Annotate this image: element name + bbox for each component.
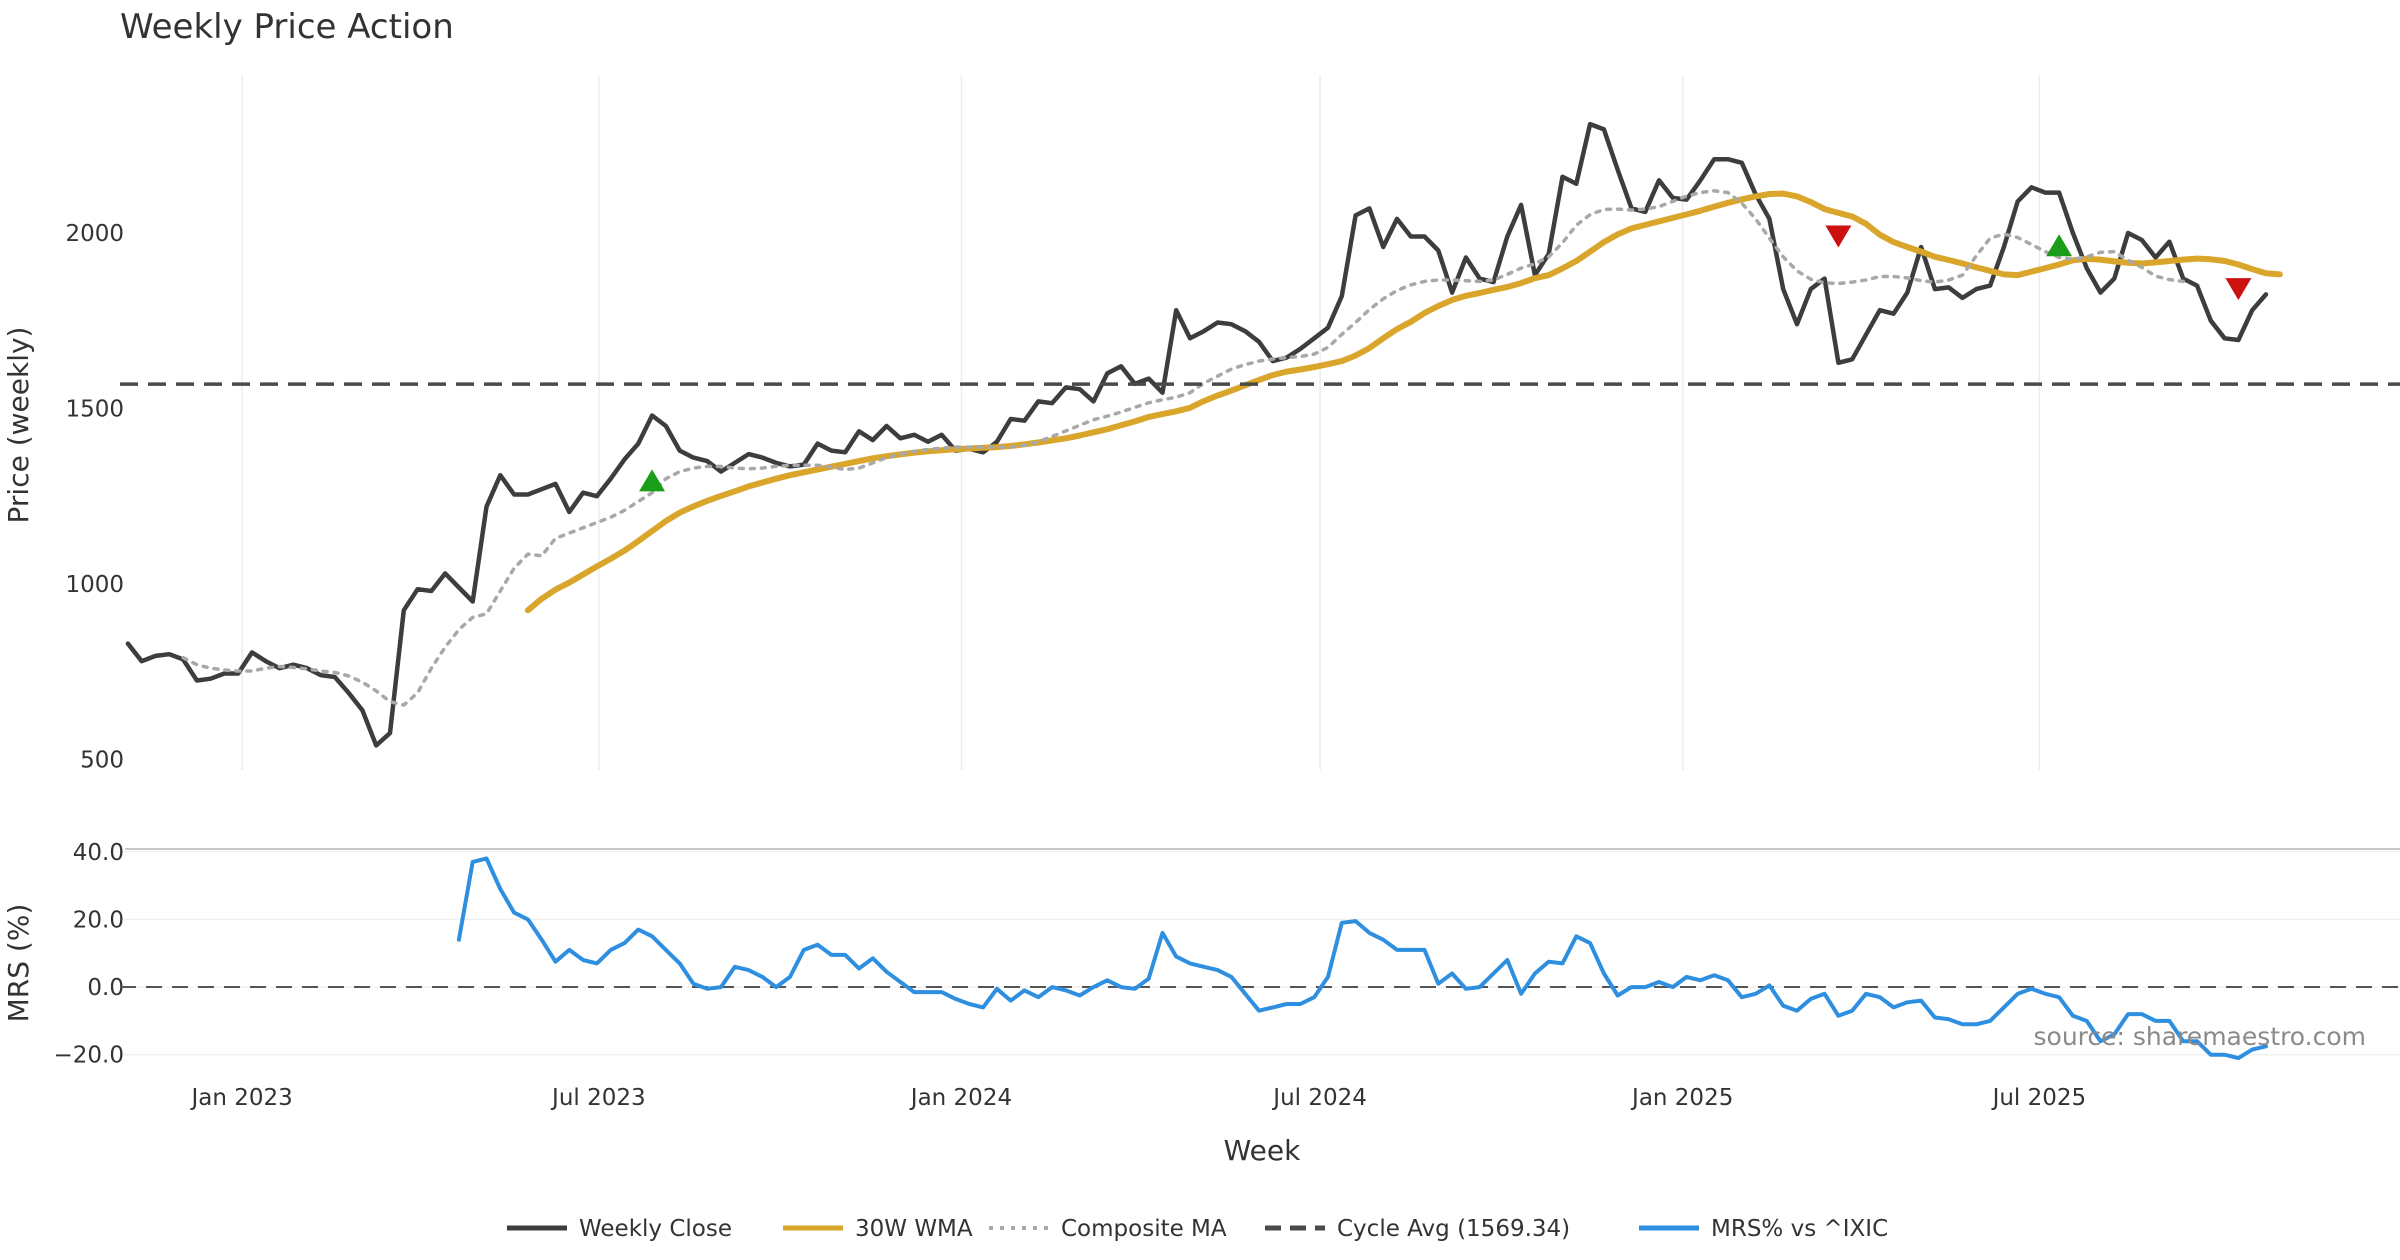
mrs-y-tick-label: 0.0: [87, 975, 124, 1001]
mrs-series-layer: [120, 856, 2400, 1061]
x-tick-label: Jan 2023: [190, 1085, 293, 1111]
buy-signal-marker: [639, 469, 666, 492]
mrs-y-tick-label: 40.0: [73, 840, 124, 866]
legend-label: Weekly Close: [579, 1216, 732, 1242]
legend-label: Cycle Avg (1569.34): [1337, 1216, 1570, 1242]
signal-markers: [639, 225, 2252, 492]
mrs-y-tick-label: 20.0: [73, 907, 124, 933]
series-30w-wma: [524, 190, 2283, 614]
legend: Weekly Close 30W WMA Composite MA Cycle Avg…: [507, 1216, 1888, 1242]
x-tick-label: Jul 2023: [550, 1085, 646, 1111]
x-tick-label: Jan 2024: [909, 1085, 1012, 1111]
grid-lines: [120, 75, 2400, 1056]
mrs-y-tick-label: −20.0: [54, 1043, 124, 1069]
price-y-tick-label: 1000: [65, 572, 124, 598]
x-tick-label: Jan 2025: [1630, 1085, 1733, 1111]
legend-label: Composite MA: [1061, 1216, 1227, 1242]
x-tick-label: Jul 2025: [1991, 1085, 2087, 1111]
chart-title: Weekly Price Action: [120, 7, 454, 47]
series-composite-ma: [181, 189, 2185, 707]
mrs-axis-title: MRS (%): [2, 904, 35, 1023]
legend-label: MRS% vs ^IXIC: [1711, 1216, 1888, 1242]
series-weekly-close: [125, 121, 2269, 748]
price-y-tick-label: 2000: [65, 221, 124, 247]
price-y-ticks: 500 1000 1500 2000: [65, 221, 124, 774]
source-note: source: sharemaestro.com: [2034, 1022, 2367, 1051]
legend-label: 30W WMA: [855, 1216, 973, 1242]
sell-signal-marker: [1825, 225, 1852, 248]
x-axis-title: Week: [1224, 1134, 1301, 1167]
sell-signal-marker: [2225, 278, 2252, 301]
series-mrs: [456, 856, 2268, 1061]
x-ticks: Jan 2023 Jul 2023 Jan 2024 Jul 2024 Jan 2025…: [190, 1085, 2087, 1111]
price-y-tick-label: 500: [80, 747, 124, 773]
buy-signal-marker: [2046, 234, 2073, 257]
x-tick-label: Jul 2024: [1271, 1085, 1367, 1111]
price-axis-title: Price (weekly): [2, 327, 35, 524]
price-y-tick-label: 1500: [65, 396, 124, 422]
mrs-y-ticks: −20.0 0.0 20.0 40.0: [54, 840, 124, 1069]
price-series-layer: [120, 121, 2400, 748]
